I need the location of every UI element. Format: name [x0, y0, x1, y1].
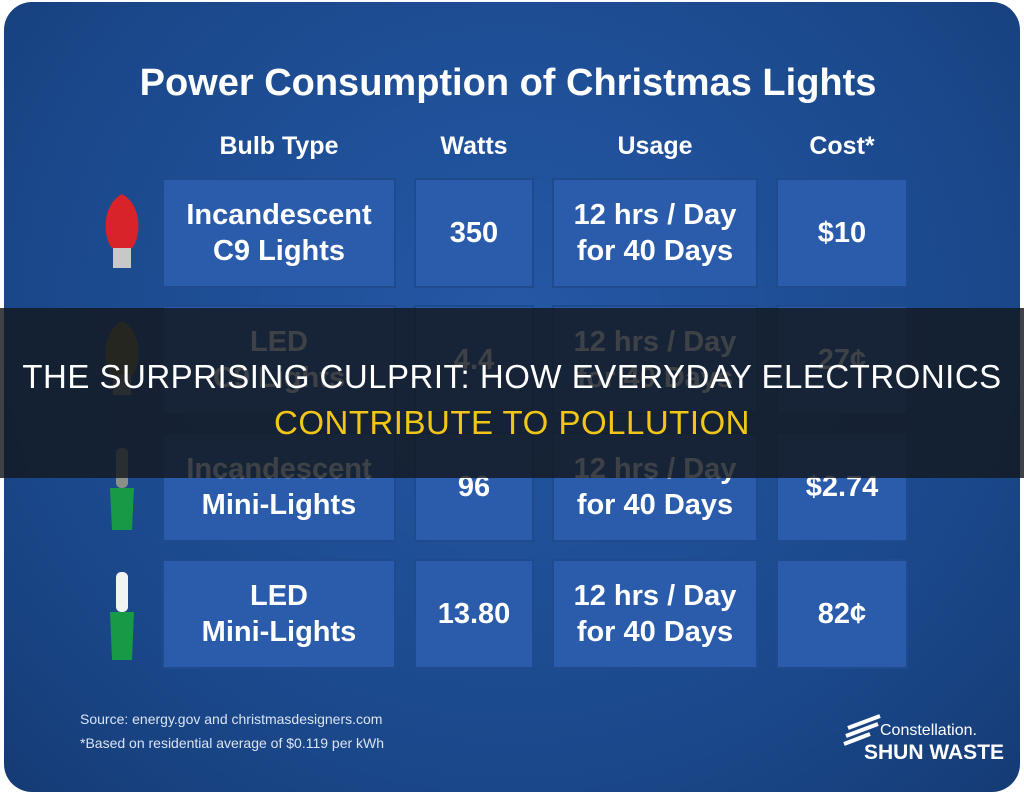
table-cell: Incandescent C9 Lights	[162, 178, 396, 288]
c9-red-bulb	[105, 194, 139, 268]
cell-text: LED	[250, 580, 308, 612]
overlay-title: THE SURPRISING CULPRIT: HOW EVERYDAY ELE…	[22, 358, 1002, 395]
mini-led-bulb	[110, 572, 134, 660]
column-header: Usage	[617, 132, 693, 160]
column-header: Watts	[440, 132, 508, 160]
logo-text: Constellation.	[880, 722, 977, 739]
cell-text: 82¢	[817, 598, 867, 630]
source: Source: energy.gov and christmasdesigner…	[80, 711, 383, 727]
cell-text: 13.80	[437, 598, 511, 630]
column-header: Cost*	[809, 132, 875, 160]
cell-text: for 40 Days	[576, 235, 734, 267]
brand: SHUN WASTE	[864, 741, 1005, 764]
cell-text: Incandescent	[186, 199, 372, 231]
table-cell: 12 hrs / Day for 40 Days	[552, 178, 758, 288]
cell-text: $10	[817, 217, 867, 249]
cell-text: for 40 Days	[576, 489, 734, 521]
cell-text: 12 hrs / Day	[573, 580, 737, 612]
table-cell: 12 hrs / Day for 40 Days	[552, 559, 758, 669]
table-cell: 350	[414, 178, 534, 288]
cell-text: 350	[449, 217, 499, 249]
title: Power Consumption of Christmas Lights	[139, 62, 877, 104]
table-cell: $10	[776, 178, 908, 288]
logo-mark	[843, 714, 881, 746]
table-cell: 82¢	[776, 559, 908, 669]
cell-text: for 40 Days	[576, 616, 734, 648]
column-header: Bulb Type	[219, 132, 339, 160]
overlay-title: CONTRIBUTE TO POLLUTION	[273, 404, 750, 441]
cell-text: 12 hrs / Day	[573, 199, 737, 231]
footnote: *Based on residential average of $0.119 …	[80, 735, 385, 751]
table-cell: LED Mini-Lights	[162, 559, 396, 669]
cell-text: Mini-Lights	[201, 489, 357, 521]
table-cell: 13.80	[414, 559, 534, 669]
cell-text: C9 Lights	[212, 235, 346, 267]
cell-text: Mini-Lights	[201, 616, 357, 648]
overlay-band	[0, 308, 1024, 478]
